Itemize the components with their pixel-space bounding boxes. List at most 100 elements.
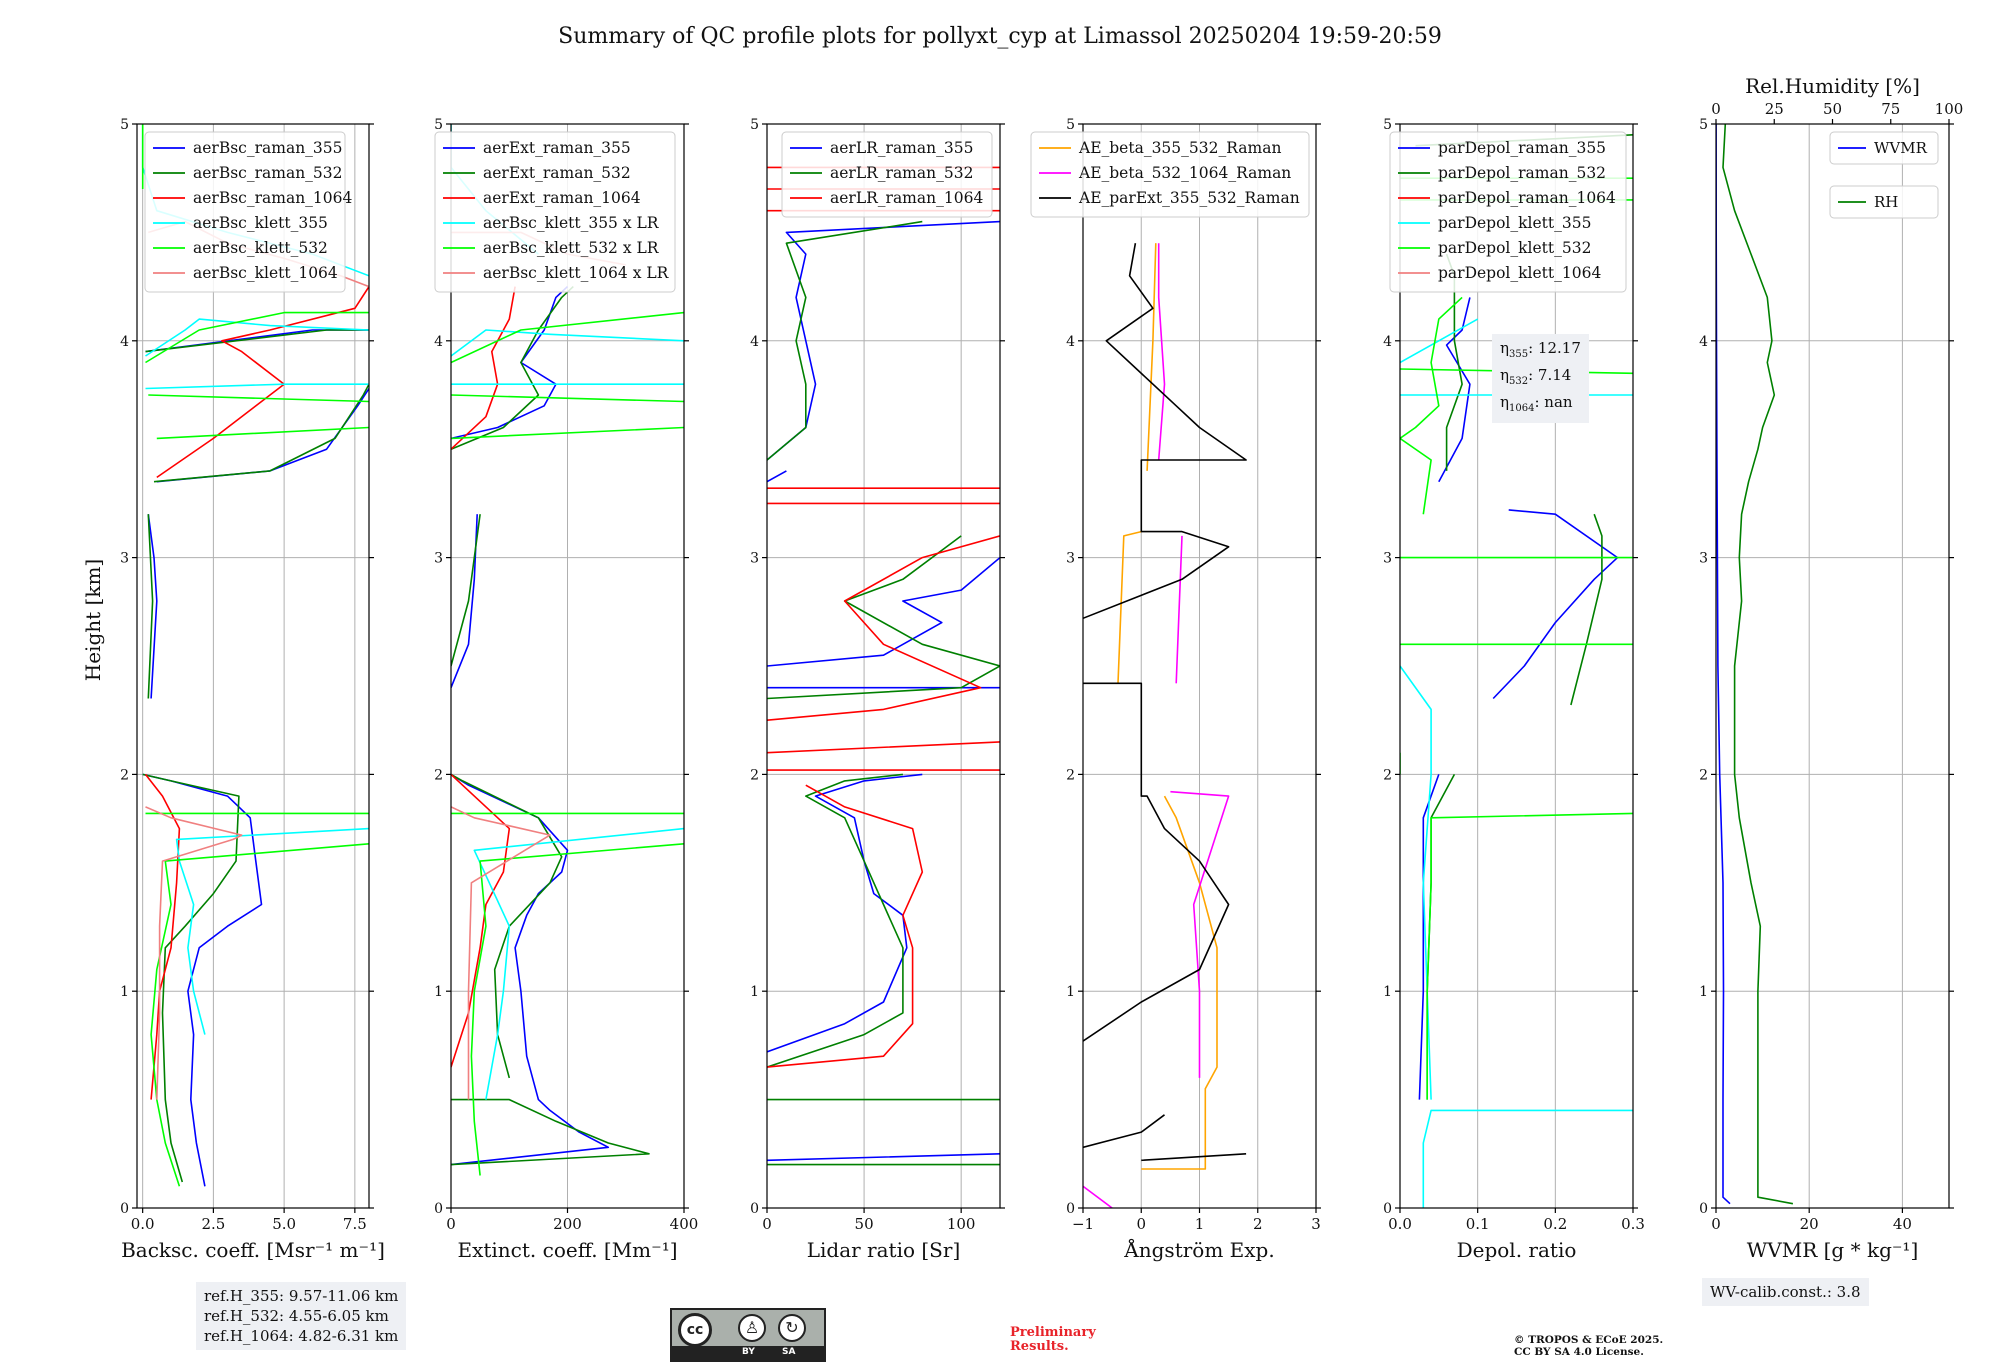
x-tick-label: 400 xyxy=(670,1215,699,1233)
legend-wvmr: WVMR RH xyxy=(1829,131,1939,219)
eta-355: η355: 12.17 xyxy=(1500,339,1581,360)
legend-label: parDepol_klett_532 xyxy=(1438,239,1591,257)
y-tick-label: 5 xyxy=(1066,117,1075,133)
legend-label: aerBsc_klett_1064 x LR xyxy=(483,264,670,282)
by-person-icon: ♙ xyxy=(738,1314,766,1342)
series-line-aerBsc_klett_1064 x LR xyxy=(451,231,626,1100)
series-group xyxy=(1083,243,1247,1208)
panel-frame xyxy=(1399,123,1634,1209)
ref-height-355: ref.H_355: 9.57-11.06 km xyxy=(204,1287,399,1305)
y-tick-label: 3 xyxy=(1066,551,1075,567)
eta-355-value: 12.17 xyxy=(1537,339,1581,357)
preliminary-note: Preliminary Results. xyxy=(1010,1326,1096,1354)
legend-label: aerBsc_raman_1064 xyxy=(193,189,353,207)
y-tick-label: 2 xyxy=(434,767,443,783)
x-tick-label: 2 xyxy=(1253,1215,1263,1233)
series-line-aerBsc_raman_355 xyxy=(142,329,369,1187)
legend-label: WVMR xyxy=(1874,139,1928,157)
cc-license-badge: cc ♙ ↻ BY SA xyxy=(670,1308,826,1362)
series-line-aerBsc_klett_532 xyxy=(141,124,369,1187)
copyright-note: © TROPOS & ECoE 2025. CC BY SA 4.0 Licen… xyxy=(1514,1334,1663,1358)
preliminary-line-1: Preliminary xyxy=(1010,1325,1096,1340)
y-tick-label: 4 xyxy=(120,334,129,350)
legend-label: aerLR_raman_355 xyxy=(830,139,973,157)
x-tick-label: 200 xyxy=(553,1215,582,1233)
copyright-line-2: CC BY SA 4.0 License. xyxy=(1514,1346,1644,1358)
y-tick-label: 1 xyxy=(1383,984,1392,1000)
series-line-AE_parExt_355_532_Raman xyxy=(1083,243,1247,1162)
legend-label: AE_beta_532_1064_Raman xyxy=(1078,164,1291,182)
x-tick-label: 0 xyxy=(1711,1215,1721,1233)
panel-frame xyxy=(1715,123,1950,1209)
x-tick-label: 0 xyxy=(1136,1215,1146,1233)
legend-extinction: aerExt_raman_355 aerExt_raman_532 aerExt_r… xyxy=(434,131,676,293)
legend-label: parDepol_klett_1064 xyxy=(1438,264,1601,282)
eta-1064: η1064: nan xyxy=(1500,393,1573,414)
series-group xyxy=(141,124,369,1187)
legend-frame xyxy=(1389,131,1627,293)
legend-frame xyxy=(1829,185,1939,219)
legend-label: RH xyxy=(1874,193,1898,211)
series-group xyxy=(1400,134,1633,1208)
x-tick-label: 0.0 xyxy=(1388,1215,1412,1233)
series-line-aerExt_raman_532 xyxy=(451,286,650,1166)
x-tick-label: 7.5 xyxy=(343,1215,367,1233)
x-tick-label: 0.1 xyxy=(1466,1215,1490,1233)
legend-label: AE_parExt_355_532_Raman xyxy=(1078,189,1300,207)
series-line-AE_beta_532_1064_Raman xyxy=(1083,243,1230,1208)
legend-label: aerBsc_klett_355 x LR xyxy=(483,214,660,232)
y-tick-label: 5 xyxy=(750,117,759,133)
cc-icon: cc xyxy=(678,1313,712,1347)
legend-label: AE_beta_355_532_Raman xyxy=(1078,139,1281,157)
y-tick-label: 2 xyxy=(1066,767,1075,783)
y-tick-label: 4 xyxy=(1699,334,1708,350)
y-tick-label: 3 xyxy=(750,551,759,567)
eta-532: η532: 7.14 xyxy=(1500,366,1572,387)
x-axis-label-lidar_ratio: Lidar ratio [Sr] xyxy=(807,1238,961,1262)
x-tick-label: 5.0 xyxy=(272,1215,296,1233)
y-tick-label: 0 xyxy=(1699,1201,1708,1217)
y-axis-label: Height [km] xyxy=(81,559,105,681)
eta-532-value: 7.14 xyxy=(1537,366,1572,384)
legend-frame xyxy=(1030,131,1310,218)
x-tick-label: 20 xyxy=(1800,1215,1819,1233)
series-group xyxy=(1716,124,1794,1205)
legend-frame xyxy=(781,131,993,218)
y-tick-label: 1 xyxy=(750,984,759,1000)
x-tick-label: 100 xyxy=(947,1215,976,1233)
x-tick-label: 40 xyxy=(1893,1215,1912,1233)
series-line-aerLR_raman_532 xyxy=(767,220,1000,1166)
y-tick-label: 0 xyxy=(1383,1201,1392,1217)
y-tick-label: 1 xyxy=(1699,984,1708,1000)
legend-label: aerBsc_klett_532 xyxy=(193,239,328,257)
x-tick-label: 50 xyxy=(855,1215,874,1233)
x-axis-label-extinction: Extinct. coeff. [Mm⁻¹] xyxy=(457,1238,677,1262)
series-line-aerLR_raman_1064 xyxy=(767,166,1000,1068)
y-tick-label: 5 xyxy=(120,117,129,133)
series-line-aerExt_raman_1064 xyxy=(451,286,516,1068)
series-group xyxy=(767,166,1000,1166)
figure-title: Summary of QC profile plots for pollyxt_… xyxy=(558,24,1442,49)
series-line-aerLR_raman_355 xyxy=(767,220,1000,1162)
x-tick-top-label: 100 xyxy=(1935,100,1964,118)
sa-share-icon: ↻ xyxy=(778,1314,806,1342)
y-tick-label: 5 xyxy=(1383,117,1392,133)
y-tick-label: 0 xyxy=(434,1201,443,1217)
panel-frame xyxy=(766,123,1001,1209)
x-tick-label: 0 xyxy=(762,1215,772,1233)
y-tick-label: 4 xyxy=(750,334,759,350)
x-tick-label: 0.2 xyxy=(1543,1215,1567,1233)
series-line-aerExt_raman_355 xyxy=(451,286,610,1166)
legend-label: parDepol_raman_532 xyxy=(1438,164,1606,182)
y-tick-label: 3 xyxy=(434,551,443,567)
ref-height-532: ref.H_532: 4.55-6.05 km xyxy=(204,1307,389,1325)
series-line-parDepol_klett_532 xyxy=(1400,177,1633,1100)
x-tick-top-label: 50 xyxy=(1823,100,1842,118)
x-tick-label: 0.0 xyxy=(131,1215,155,1233)
x-tick-top-label: 25 xyxy=(1765,100,1784,118)
y-tick-label: 2 xyxy=(1383,767,1392,783)
